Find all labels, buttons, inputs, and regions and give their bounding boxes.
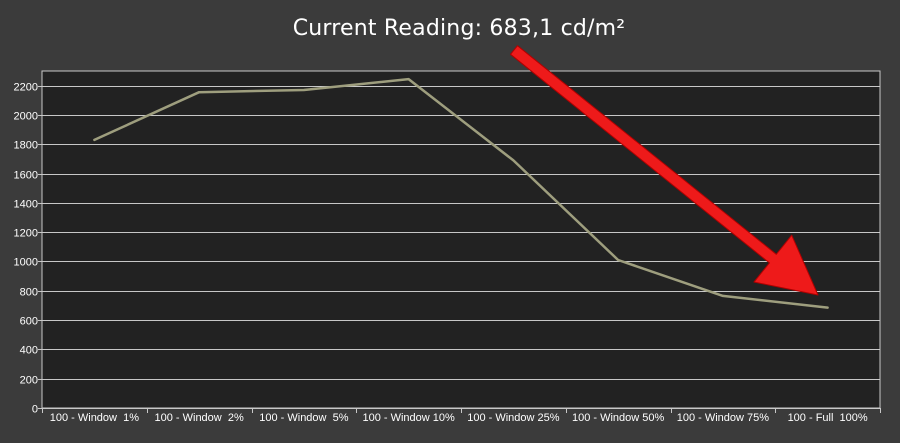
- x-tick-label: 100 - Window 50%: [572, 412, 665, 424]
- y-tick-label: 1800: [14, 140, 38, 152]
- x-tick-label: 100 - Window 10%: [362, 412, 455, 424]
- x-tick-label: 100 - Window 75%: [677, 412, 770, 424]
- y-tick-label: 1400: [14, 199, 38, 211]
- y-tick-label: 200: [20, 375, 38, 387]
- x-tick-label: 100 - Window 2%: [154, 412, 243, 424]
- grid-lines: [42, 86, 880, 409]
- y-tick-label: 2200: [14, 82, 38, 94]
- y-tick-label: 1600: [14, 170, 38, 182]
- y-tick-label: 2000: [14, 111, 38, 123]
- y-tick-label: 0: [32, 404, 38, 416]
- series-group: [93, 77, 829, 309]
- x-axis-ticks: 100 - Window 1% 100 - Window 2% 100 - Wind…: [42, 408, 881, 424]
- red-arrow-annotation: [510, 45, 819, 296]
- y-tick-label: 600: [20, 316, 38, 328]
- x-tick-label: 100 - Window 25%: [467, 412, 560, 424]
- x-tick-label: 100 - Window 1%: [50, 412, 139, 424]
- series-line: [93, 77, 829, 309]
- y-tick-label: 400: [20, 345, 38, 357]
- x-tick-label: 100 - Full 100%: [788, 412, 868, 424]
- y-tick-label: 800: [20, 287, 38, 299]
- red-arrow: [510, 45, 819, 296]
- y-tick-label: 1000: [14, 257, 38, 269]
- y-axis-ticks: 0 200 400 600 800 1000 1200 1400 1600 1800 2000 220…: [14, 82, 42, 416]
- chart-title: Current Reading: 683,1 cd/m²: [292, 16, 626, 41]
- x-tick-label: 100 - Window 5%: [259, 412, 348, 424]
- y-tick-label: 1200: [14, 228, 38, 240]
